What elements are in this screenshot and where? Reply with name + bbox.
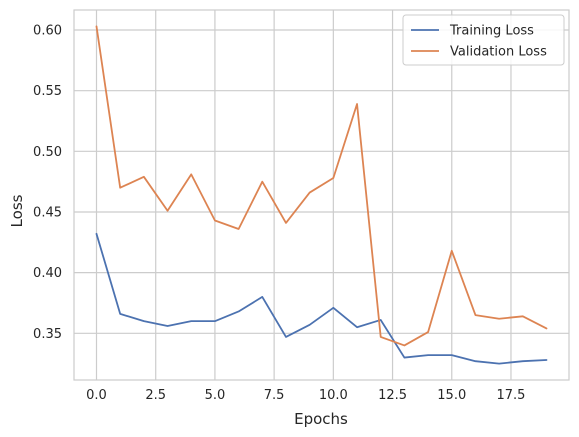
y-tick-label: 0.60 bbox=[33, 24, 62, 39]
legend-box bbox=[402, 14, 565, 66]
legend: Training Loss Validation Loss bbox=[402, 14, 565, 66]
y-tick-label: 0.40 bbox=[33, 266, 62, 281]
series-lines bbox=[95, 25, 548, 365]
y-tick-label: 0.50 bbox=[33, 145, 62, 160]
plot-border bbox=[73, 9, 570, 381]
x-tick-label: 15.0 bbox=[437, 388, 466, 403]
x-tick-label: 0.0 bbox=[86, 388, 107, 403]
series-line-0 bbox=[95, 232, 548, 365]
y-axis-label: Loss bbox=[8, 194, 26, 227]
series-line-1 bbox=[95, 25, 548, 347]
x-tick-label: 17.5 bbox=[496, 388, 525, 403]
x-tick-label: 12.5 bbox=[378, 388, 407, 403]
y-tick-label: 0.55 bbox=[33, 84, 62, 99]
y-axis-ticks: 0.35 0.40 0.45 0.50 0.55 0.60 bbox=[33, 24, 62, 342]
x-axis-label: Epochs bbox=[294, 410, 348, 428]
plot-frame bbox=[73, 9, 570, 381]
y-tick-label: 0.35 bbox=[33, 327, 62, 342]
x-axis-ticks: 0.0 2.5 5.0 7.5 10.0 12.5 15.0 17.5 bbox=[86, 388, 525, 403]
legend-label: Validation Loss bbox=[450, 45, 547, 60]
x-tick-label: 10.0 bbox=[319, 388, 348, 403]
y-tick-label: 0.45 bbox=[33, 205, 62, 220]
x-tick-label: 7.5 bbox=[264, 388, 285, 403]
x-tick-label: 2.5 bbox=[145, 388, 166, 403]
x-tick-label: 5.0 bbox=[205, 388, 226, 403]
legend-label: Training Loss bbox=[449, 24, 534, 39]
